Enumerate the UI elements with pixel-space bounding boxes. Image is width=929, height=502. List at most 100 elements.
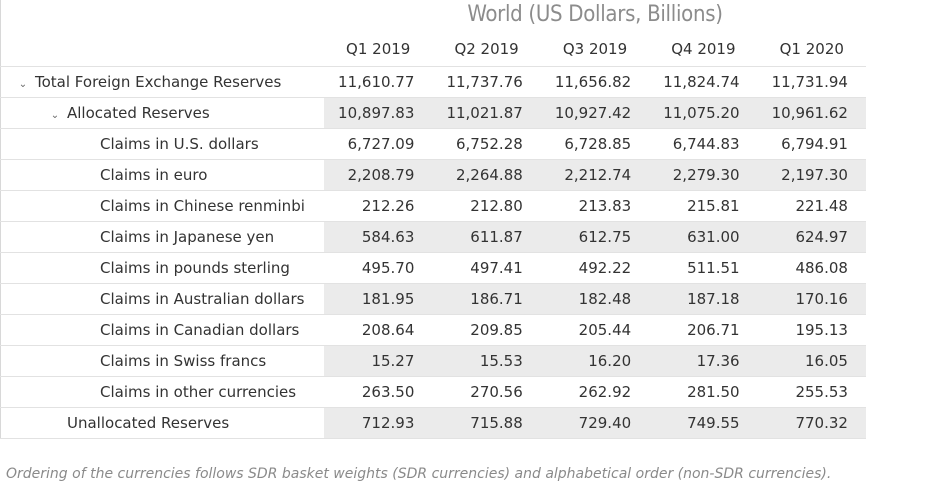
row-values: 11,610.77 11,737.76 11,656.82 11,824.74 …: [324, 67, 866, 97]
table-row: Claims in Swiss francs 15.27 15.53 16.20…: [0, 345, 866, 376]
cell-value: 511.51: [687, 259, 740, 277]
row-values: 712.93 715.88 729.40 749.55 770.32: [324, 408, 866, 438]
row-values: 208.64 209.85 205.44 206.71 195.13: [324, 315, 866, 345]
cell-value: 212.80: [470, 197, 523, 215]
cell-value: 6,744.83: [672, 135, 740, 153]
cell-value: 263.50: [361, 383, 415, 401]
row-label: Claims in Canadian dollars: [100, 321, 300, 339]
row-values: 263.50 270.56 262.92 281.50 255.53: [324, 377, 866, 407]
row-label: Claims in Japanese yen: [100, 228, 275, 246]
cell-value: 497.41: [470, 259, 523, 277]
cell-value: 15.53: [479, 352, 523, 370]
cell-value: 11,731.94: [771, 73, 848, 91]
cell-value: 212.26: [361, 197, 415, 215]
cell-value: 495.70: [361, 259, 415, 277]
cell-value: 206.71: [687, 321, 740, 339]
cell-value: 2,208.79: [347, 166, 415, 184]
cell-value: 2,212.74: [564, 166, 632, 184]
cell-value: 262.92: [578, 383, 632, 401]
cell-value: 195.13: [795, 321, 848, 339]
row-label-text: Total Foreign Exchange Reserves: [35, 73, 282, 91]
cell-value: 10,927.42: [554, 104, 632, 122]
cell-value: 11,610.77: [338, 73, 415, 91]
row-label: Claims in Australian dollars: [100, 290, 305, 308]
cell-value: 209.85: [470, 321, 523, 339]
table-row: Claims in U.S. dollars 6,727.09 6,752.28…: [0, 128, 866, 159]
cell-value: 631.00: [687, 228, 740, 246]
cell-value: 16.05: [805, 352, 848, 370]
table-row: Claims in euro 2,208.79 2,264.88 2,212.7…: [0, 159, 866, 190]
cell-value: 11,824.74: [663, 73, 740, 91]
table-row: Claims in Japanese yen 584.63 611.87 612…: [0, 221, 866, 252]
cell-value: 11,737.76: [446, 73, 523, 91]
chevron-down-icon[interactable]: ⌄: [18, 79, 28, 90]
cell-value: 208.64: [361, 321, 415, 339]
cell-value: 205.44: [578, 321, 632, 339]
cell-value: 15.27: [371, 352, 415, 370]
cell-value: 181.95: [361, 290, 415, 308]
cell-value: 215.81: [687, 197, 740, 215]
cell-value: 486.08: [795, 259, 848, 277]
cell-value: 492.22: [578, 259, 632, 277]
table-row-unallocated: Unallocated Reserves 712.93 715.88 729.4…: [0, 407, 866, 438]
table-row: Claims in other currencies 263.50 270.56…: [0, 376, 866, 407]
cell-value: 281.50: [687, 383, 740, 401]
row-label: Claims in other currencies: [100, 383, 297, 401]
cell-value: 11,656.82: [554, 73, 632, 91]
row-label: Unallocated Reserves: [67, 414, 230, 432]
cell-value: 6,752.28: [455, 135, 523, 153]
cell-value: 270.56: [470, 383, 523, 401]
table-bottom-border: [0, 438, 866, 439]
cell-value: 16.20: [588, 352, 632, 370]
cell-value: 2,197.30: [781, 166, 848, 184]
cell-value: 584.63: [361, 228, 415, 246]
table-row: Claims in Chinese renminbi 212.26 212.80…: [0, 190, 866, 221]
cell-value: 221.48: [795, 197, 848, 215]
row-values: 495.70 497.41 492.22 511.51 486.08: [324, 253, 866, 283]
cell-value: 729.40: [578, 414, 632, 432]
cell-value: 6,728.85: [564, 135, 632, 153]
cell-value: 170.16: [795, 290, 848, 308]
cell-value: 187.18: [687, 290, 740, 308]
table-row: Claims in Australian dollars 181.95 186.…: [0, 283, 866, 314]
cell-value: 712.93: [361, 414, 415, 432]
cell-value: 10,961.62: [771, 104, 848, 122]
table-row-total: ⌄ Total Foreign Exchange Reserves 11,610.…: [0, 66, 866, 97]
cell-value: 2,264.88: [455, 166, 523, 184]
cell-value: 6,794.91: [781, 135, 848, 153]
row-values: 15.27 15.53 16.20 17.36 16.05: [324, 346, 866, 376]
row-values: 6,727.09 6,752.28 6,728.85 6,744.83 6,79…: [324, 129, 866, 159]
chevron-down-icon[interactable]: ⌄: [50, 110, 60, 121]
row-values: 181.95 186.71 182.48 187.18 170.16: [324, 284, 866, 314]
cell-value: 11,075.20: [663, 104, 740, 122]
row-label: Claims in Chinese renminbi: [100, 197, 305, 215]
table-row: Claims in pounds sterling 495.70 497.41 …: [0, 252, 866, 283]
cell-value: 770.32: [795, 414, 848, 432]
row-values: 212.26 212.80 213.83 215.81 221.48: [324, 191, 866, 221]
row-label: Claims in U.S. dollars: [100, 135, 259, 153]
cell-value: 182.48: [578, 290, 632, 308]
cell-value: 6,727.09: [347, 135, 415, 153]
column-header: Q3 2019: [562, 40, 628, 58]
row-label-text: Allocated Reserves: [67, 104, 210, 122]
row-label: ⌄ Allocated Reserves: [49, 98, 210, 128]
column-header: Q1 2019: [346, 40, 411, 58]
row-label: ⌄ Total Foreign Exchange Reserves: [17, 67, 281, 97]
table-title: World (US Dollars, Billions): [467, 2, 723, 27]
cell-value: 749.55: [687, 414, 740, 432]
row-values: 2,208.79 2,264.88 2,212.74 2,279.30 2,19…: [324, 160, 866, 190]
cell-value: 611.87: [470, 228, 523, 246]
cell-value: 11,021.87: [446, 104, 523, 122]
cell-value: 715.88: [470, 414, 523, 432]
reserves-table: ⌄ Total Foreign Exchange Reserves 11,610.…: [0, 66, 866, 438]
cell-value: 2,279.30: [672, 166, 740, 184]
column-header: Q4 2019: [671, 40, 736, 58]
column-header: Q1 2020: [779, 40, 844, 58]
row-label: Claims in euro: [100, 166, 208, 184]
cell-value: 612.75: [578, 228, 632, 246]
footnote: Ordering of the currencies follows SDR b…: [6, 466, 832, 482]
column-headers: Q1 2019 Q2 2019 Q3 2019 Q4 2019 Q1 2020: [324, 35, 866, 63]
table-row: Claims in Canadian dollars 208.64 209.85…: [0, 314, 866, 345]
row-values: 10,897.83 11,021.87 10,927.42 11,075.20 …: [324, 98, 866, 128]
table-row-allocated: ⌄ Allocated Reserves 10,897.83 11,021.87 …: [0, 97, 866, 128]
